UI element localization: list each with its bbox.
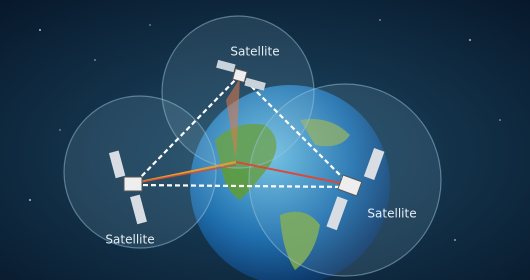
satellite-label: Satellite [105,233,154,247]
satellite-label: Satellite [367,207,416,221]
satellite-label: Satellite [230,45,279,59]
illustration: Satellite Satellite Satellite [0,0,530,280]
